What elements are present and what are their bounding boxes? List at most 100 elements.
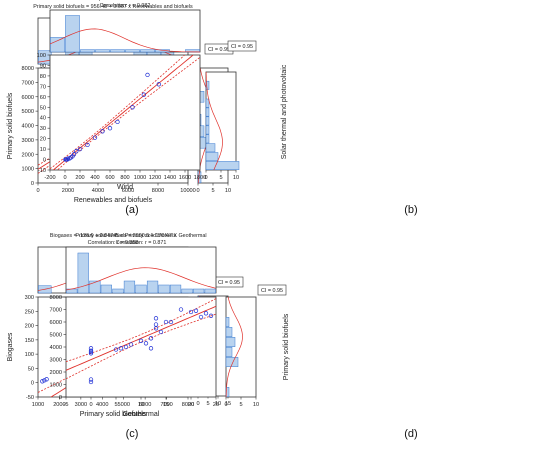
y-tick-label: 0 <box>43 158 46 164</box>
side-hist-bar <box>205 98 210 108</box>
x-tick-label: -5 <box>64 402 69 408</box>
x-tick-label: 200 <box>75 175 84 181</box>
x-tick-label: 1400 <box>164 175 176 181</box>
y-axis: -50 0 50 100 150 200 250 300 <box>25 295 38 401</box>
side-hist-tick-label: 10 <box>253 402 259 408</box>
top-hist-bar <box>169 284 182 294</box>
x-tick-label: 6000 <box>122 188 134 194</box>
data-point <box>44 377 49 382</box>
data-point <box>208 313 214 318</box>
y-axis: 0 1000 2000 3000 4000 5000 6000 7000 8000 <box>22 66 38 187</box>
side-hist-curve <box>205 71 223 171</box>
side-hist-bar <box>225 357 239 367</box>
side-hist-tick-label: 5 <box>219 175 222 181</box>
side-hist-bar <box>225 317 230 327</box>
top-hist-curve <box>49 28 201 53</box>
data-point <box>77 146 83 152</box>
data-point <box>203 311 209 316</box>
ci-label: CI = 0.95 <box>218 280 240 286</box>
y-axis-label: Primary solid biofuels <box>7 92 14 159</box>
y-tick-label: 10 <box>40 147 46 153</box>
x-tick-label: 3000 <box>75 402 87 408</box>
data-point <box>168 319 174 325</box>
ci-lower-line <box>66 313 216 380</box>
y-tick-label: 6000 <box>22 95 34 101</box>
y-tick-label: 7000 <box>22 80 34 86</box>
scatter-frame <box>49 54 201 171</box>
top-histogram <box>49 9 201 53</box>
y-tick-label: 4000 <box>22 124 34 130</box>
panel-caption: (a) <box>125 204 138 216</box>
data-point <box>115 119 120 125</box>
side-hist-tick-label: 10 <box>233 175 239 181</box>
y-tick-label: 1000 <box>22 167 34 173</box>
panel-caption: (d) <box>404 428 417 440</box>
data-points <box>88 307 214 385</box>
x-tick-label: 5000 <box>117 402 129 408</box>
panel-b: Solar thermal and photovoltaic = -0.7463… <box>37 0 418 216</box>
side-hist-bar <box>225 347 233 357</box>
data-point <box>92 135 98 140</box>
ci-label: CI = 0.95 <box>231 44 253 50</box>
top-hist-bar <box>110 49 125 53</box>
data-point <box>71 152 77 157</box>
scatter-frame <box>65 296 217 398</box>
y-tick-label: 100 <box>25 352 34 358</box>
top-hist-bar <box>140 49 155 53</box>
side-hist-tick-label: 10 <box>225 188 231 194</box>
y-tick-label: 2000 <box>50 370 62 376</box>
side-hist-tick-label: 5 <box>211 188 214 194</box>
ci-label: CI = 0.95 <box>208 47 230 53</box>
data-point <box>158 329 164 335</box>
y-tick-label: 4000 <box>50 345 62 351</box>
data-point <box>85 142 90 148</box>
data-point <box>88 379 94 385</box>
y-axis: -10 0 10 20 30 40 50 60 70 80 90 100 <box>37 53 50 174</box>
y-axis-label: Primary solid biofuels <box>283 313 290 380</box>
x-axis-label: Primary solid biofuels <box>80 411 147 418</box>
data-point <box>88 348 94 353</box>
ci-upper-line <box>66 298 216 363</box>
x-tick-label: 10000 <box>180 188 196 194</box>
x-tick-label: -200 <box>44 175 55 181</box>
y-tick-label: 200 <box>25 324 34 330</box>
side-hist-frame <box>225 296 257 398</box>
data-point <box>100 129 105 134</box>
y-tick-label: 300 <box>25 295 34 301</box>
data-point <box>198 314 204 320</box>
side-hist-tick-label: 10 <box>215 401 221 407</box>
x-tick-label: 25 <box>213 402 219 408</box>
panel-caption: (c) <box>126 428 139 440</box>
x-tick-label: 8000 <box>182 402 194 408</box>
y-tick-label: 6000 <box>50 320 62 326</box>
x-tick-label: 0 <box>36 188 39 194</box>
x-tick-label: 0 <box>63 175 66 181</box>
panel-correlation: Correlation: r = 0.858 <box>88 240 139 246</box>
x-axis: -200 0 200 400 600 800 1000 1200 1400 1600 1800 <box>44 170 206 181</box>
x-tick-label: 1200 <box>149 175 161 181</box>
data-point <box>148 346 154 351</box>
y-tick-label: -10 <box>38 168 46 174</box>
top-hist-bar <box>135 284 147 294</box>
side-hist-curve <box>225 296 243 398</box>
data-point <box>141 92 146 97</box>
y-axis-label: Solar thermal and photovoltaic <box>281 64 288 159</box>
regression-line <box>66 305 216 371</box>
side-hist-bar <box>205 134 210 144</box>
side-hist-bar <box>205 161 240 170</box>
y-tick-label: 3000 <box>22 138 34 144</box>
panel-equation: Primary solid biofuels = 956.48 + 0.667 … <box>33 4 193 10</box>
y-tick-label: 8000 <box>22 66 34 72</box>
x-axis: 0 2000 4000 6000 8000 10000 <box>36 183 196 194</box>
side-hist-bar <box>205 107 210 117</box>
top-hist-bar <box>125 49 140 53</box>
top-hist-curve <box>65 267 217 291</box>
ci-box <box>227 40 257 52</box>
top-hist-bar <box>158 284 170 294</box>
data-point <box>40 379 45 384</box>
x-tick-label: 15 <box>163 402 169 408</box>
side-hist-bar <box>225 337 236 347</box>
data-point <box>193 308 199 313</box>
top-hist-bar <box>77 252 89 294</box>
y-tick-label: 150 <box>25 338 34 344</box>
